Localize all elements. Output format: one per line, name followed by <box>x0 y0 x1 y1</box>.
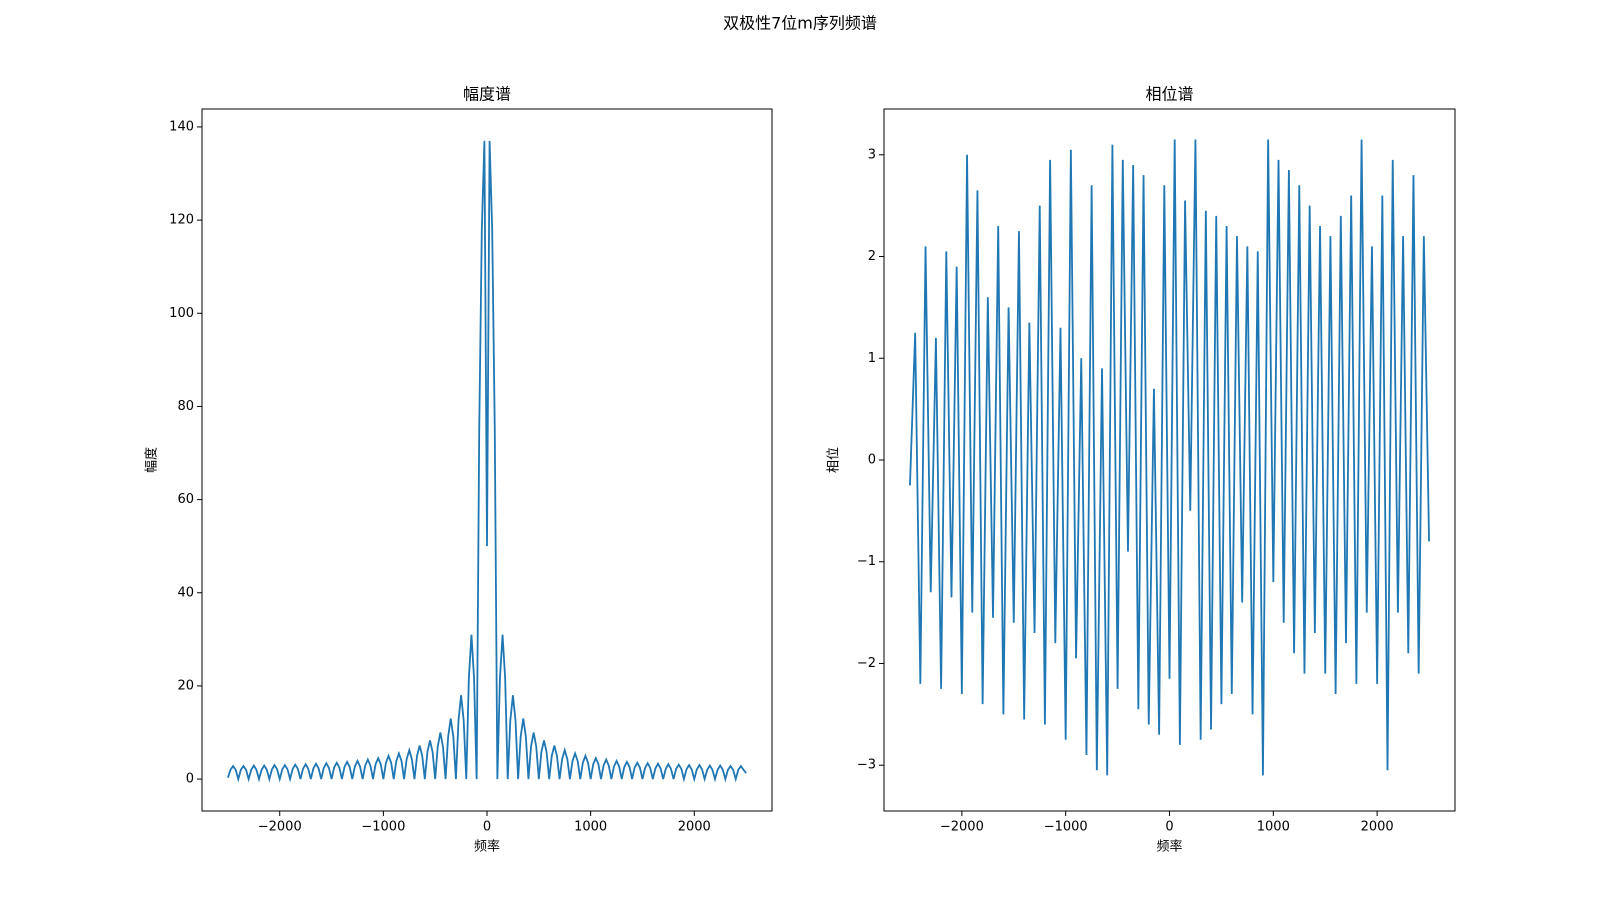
y-tick-label: −2 <box>857 656 876 671</box>
x-tick-label: 0 <box>483 820 491 835</box>
y-tick-label: 0 <box>868 453 876 468</box>
x-axis-label: 频率 <box>474 839 500 855</box>
y-tick-label: 100 <box>169 306 194 321</box>
figure-title: 双极性7位m序列频谱 <box>723 14 877 33</box>
x-tick-label: −1000 <box>1044 820 1088 835</box>
data-line <box>909 139 1430 776</box>
y-tick-label: 80 <box>177 399 194 414</box>
data-line <box>227 140 747 783</box>
y-tick-label: 120 <box>169 213 194 228</box>
y-tick-label: 60 <box>177 492 194 507</box>
x-tick-label: 0 <box>1165 820 1173 835</box>
y-tick-label: 140 <box>169 119 194 134</box>
axes-title: 相位谱 <box>1145 85 1193 104</box>
axes-title: 幅度谱 <box>463 85 511 104</box>
axes-frame <box>201 108 773 812</box>
x-tick-label: 1000 <box>1257 820 1290 835</box>
y-tick-label: 40 <box>177 585 194 600</box>
y-tick-label: 0 <box>186 772 194 787</box>
y-tick-label: −1 <box>857 554 876 569</box>
x-tick-label: 2000 <box>678 820 711 835</box>
y-tick-label: −3 <box>857 758 876 773</box>
y-axis-label: 相位 <box>827 447 842 473</box>
x-tick-label: −2000 <box>940 820 984 835</box>
y-tick-label: 20 <box>177 678 194 693</box>
y-tick-label: 3 <box>868 147 876 162</box>
y-tick-label: 1 <box>868 351 876 366</box>
y-tick-label: 2 <box>868 249 876 264</box>
x-tick-label: −1000 <box>361 820 405 835</box>
axes-frame <box>883 108 1456 812</box>
x-tick-label: 2000 <box>1361 820 1394 835</box>
x-axis-label: 频率 <box>1156 839 1182 855</box>
x-tick-label: 1000 <box>574 820 607 835</box>
y-axis-label: 幅度 <box>144 447 160 473</box>
x-tick-label: −2000 <box>258 820 302 835</box>
